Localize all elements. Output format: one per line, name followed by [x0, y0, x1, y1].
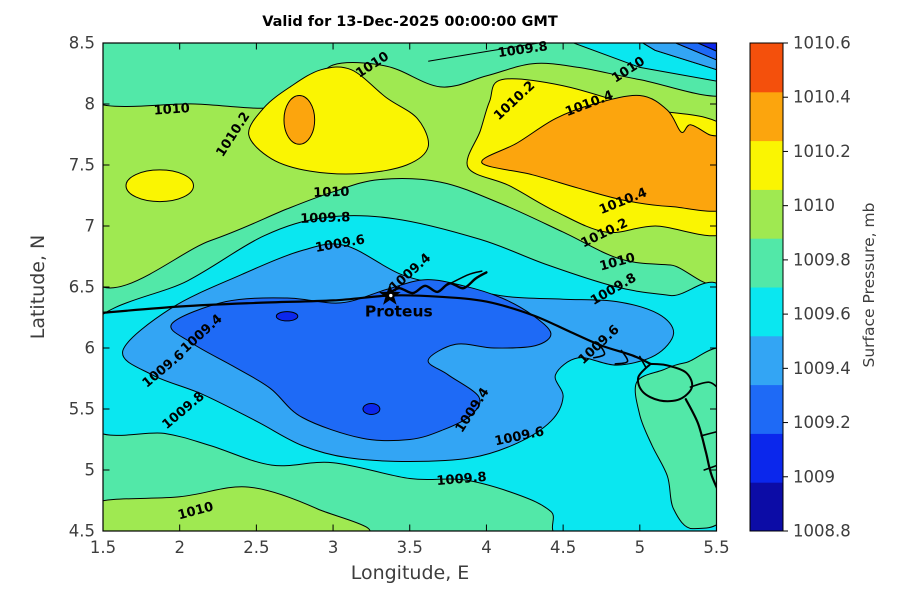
contour-label: 1009.8 [300, 210, 351, 227]
region-1009p8-1010-coastal-land [634, 347, 717, 530]
y-tick-label: 8 [85, 95, 96, 114]
y-tick-label: 8.5 [69, 34, 95, 53]
colorbar-label: Surface Pressure, mb [860, 202, 878, 368]
contour-map [103, 43, 717, 531]
axis-ticks: 1.5 2 2.5 3 3.5 4 4.5 5 5.5 4.5 5 5.5 6 6.5 7 7.5 8 8.5 [69, 34, 730, 558]
lagos-lagoon-outline [387, 271, 488, 296]
contour-label: 1009.8 [497, 39, 549, 61]
contour-label: 1010 [153, 101, 190, 118]
estuary-hook-3 [639, 355, 647, 369]
coastline-lagoon-loop [636, 362, 694, 403]
estuary-hook-2 [614, 349, 629, 365]
colorbar-tick-label: 1009.6 [793, 305, 851, 324]
x-axis-label: Longitude, E [350, 562, 470, 584]
colorbar-tick-label: 1008.8 [793, 522, 851, 541]
contour-label: 1009.8 [436, 470, 487, 489]
y-tick-label: 4.5 [69, 522, 95, 541]
high-oval-yellow [125, 169, 194, 203]
high-oval-orange [283, 94, 316, 145]
contour-label: 1010 [313, 185, 350, 201]
colorbar-segment [750, 335, 783, 386]
colorbar-tick-label: 1010.4 [793, 88, 851, 107]
corner-band-cyan [572, 43, 717, 82]
colorbar-tick-label: 1010 [793, 196, 835, 215]
colorbar-segment [750, 140, 783, 190]
river-branch-1 [689, 381, 717, 388]
low-oval-blue-1 [275, 311, 299, 322]
coastline-niger-delta [684, 398, 717, 490]
x-tick-label: 1.5 [90, 538, 116, 557]
y-tick-label: 7.5 [69, 156, 95, 175]
y-tick-label: 5.5 [69, 400, 95, 419]
x-tick-label: 4.5 [550, 538, 576, 557]
colorbar-segment [750, 384, 783, 434]
colorbar-tick-label: 1009.8 [793, 250, 851, 269]
proteus-marker: Proteus [365, 284, 433, 321]
y-tick-label: 6 [85, 339, 96, 358]
colorbar-tick-label: 1010.6 [793, 34, 851, 53]
corner-band-vividblue [696, 43, 717, 52]
lagos-lagoon-outline-2 [442, 270, 483, 288]
region-1009p2-1009p4-low [170, 279, 552, 442]
colorbar-border [749, 42, 784, 532]
colorbar-segment [750, 433, 783, 483]
colorbar-tick-label: 1009 [793, 467, 835, 486]
region-1010-1010p2-south [103, 486, 371, 531]
colorbar: 1008.8 1009 1009.2 1009.4 1009.6 1009.8 1010 10… [749, 34, 851, 541]
colorbar-tick-label: 1010.2 [793, 142, 851, 161]
x-tick-label: 2.5 [243, 538, 269, 557]
x-tick-label: 2 [174, 538, 185, 557]
colorbar-segment [750, 238, 783, 288]
coastline-gulf-of-guinea [103, 294, 652, 365]
x-tick-label: 3 [328, 538, 339, 557]
corner-band-blue [674, 43, 717, 61]
x-tick-label: 3.5 [397, 538, 423, 557]
y-tick-label: 6.5 [69, 278, 95, 297]
colorbar-segment [750, 189, 783, 239]
low-oval-blue-2 [362, 403, 381, 415]
x-tick-label: 5.5 [703, 538, 729, 557]
corner-band-azure [641, 43, 717, 71]
contour-line-1009p8-top [428, 43, 543, 62]
y-tick-label: 7 [85, 217, 96, 236]
river-branch-3 [703, 464, 717, 471]
star-marker-center-dot [389, 293, 393, 298]
region-1010p2-yellow-west [248, 66, 430, 175]
colorbar-tick-label: 1009.4 [793, 359, 851, 378]
y-axis-label: Latitude, N [27, 234, 49, 340]
x-tick-label: 4 [481, 538, 492, 557]
region-1010p4-orange-ridge [481, 94, 717, 212]
colorbar-tick-label: 1009.2 [793, 413, 851, 432]
marker-label: Proteus [365, 303, 433, 321]
colorbar-segment [750, 91, 783, 142]
colorbar-segment [750, 482, 783, 532]
plot-title: Valid for 13-Dec-2025 00:00:00 GMT [262, 14, 558, 30]
y-tick-label: 5 [85, 461, 96, 480]
colorbar-segment [750, 287, 783, 337]
colorbar-segment [750, 43, 783, 93]
estuary-hook-1 [593, 342, 606, 359]
x-tick-label: 5 [635, 538, 646, 557]
river-branch-2 [700, 430, 717, 437]
